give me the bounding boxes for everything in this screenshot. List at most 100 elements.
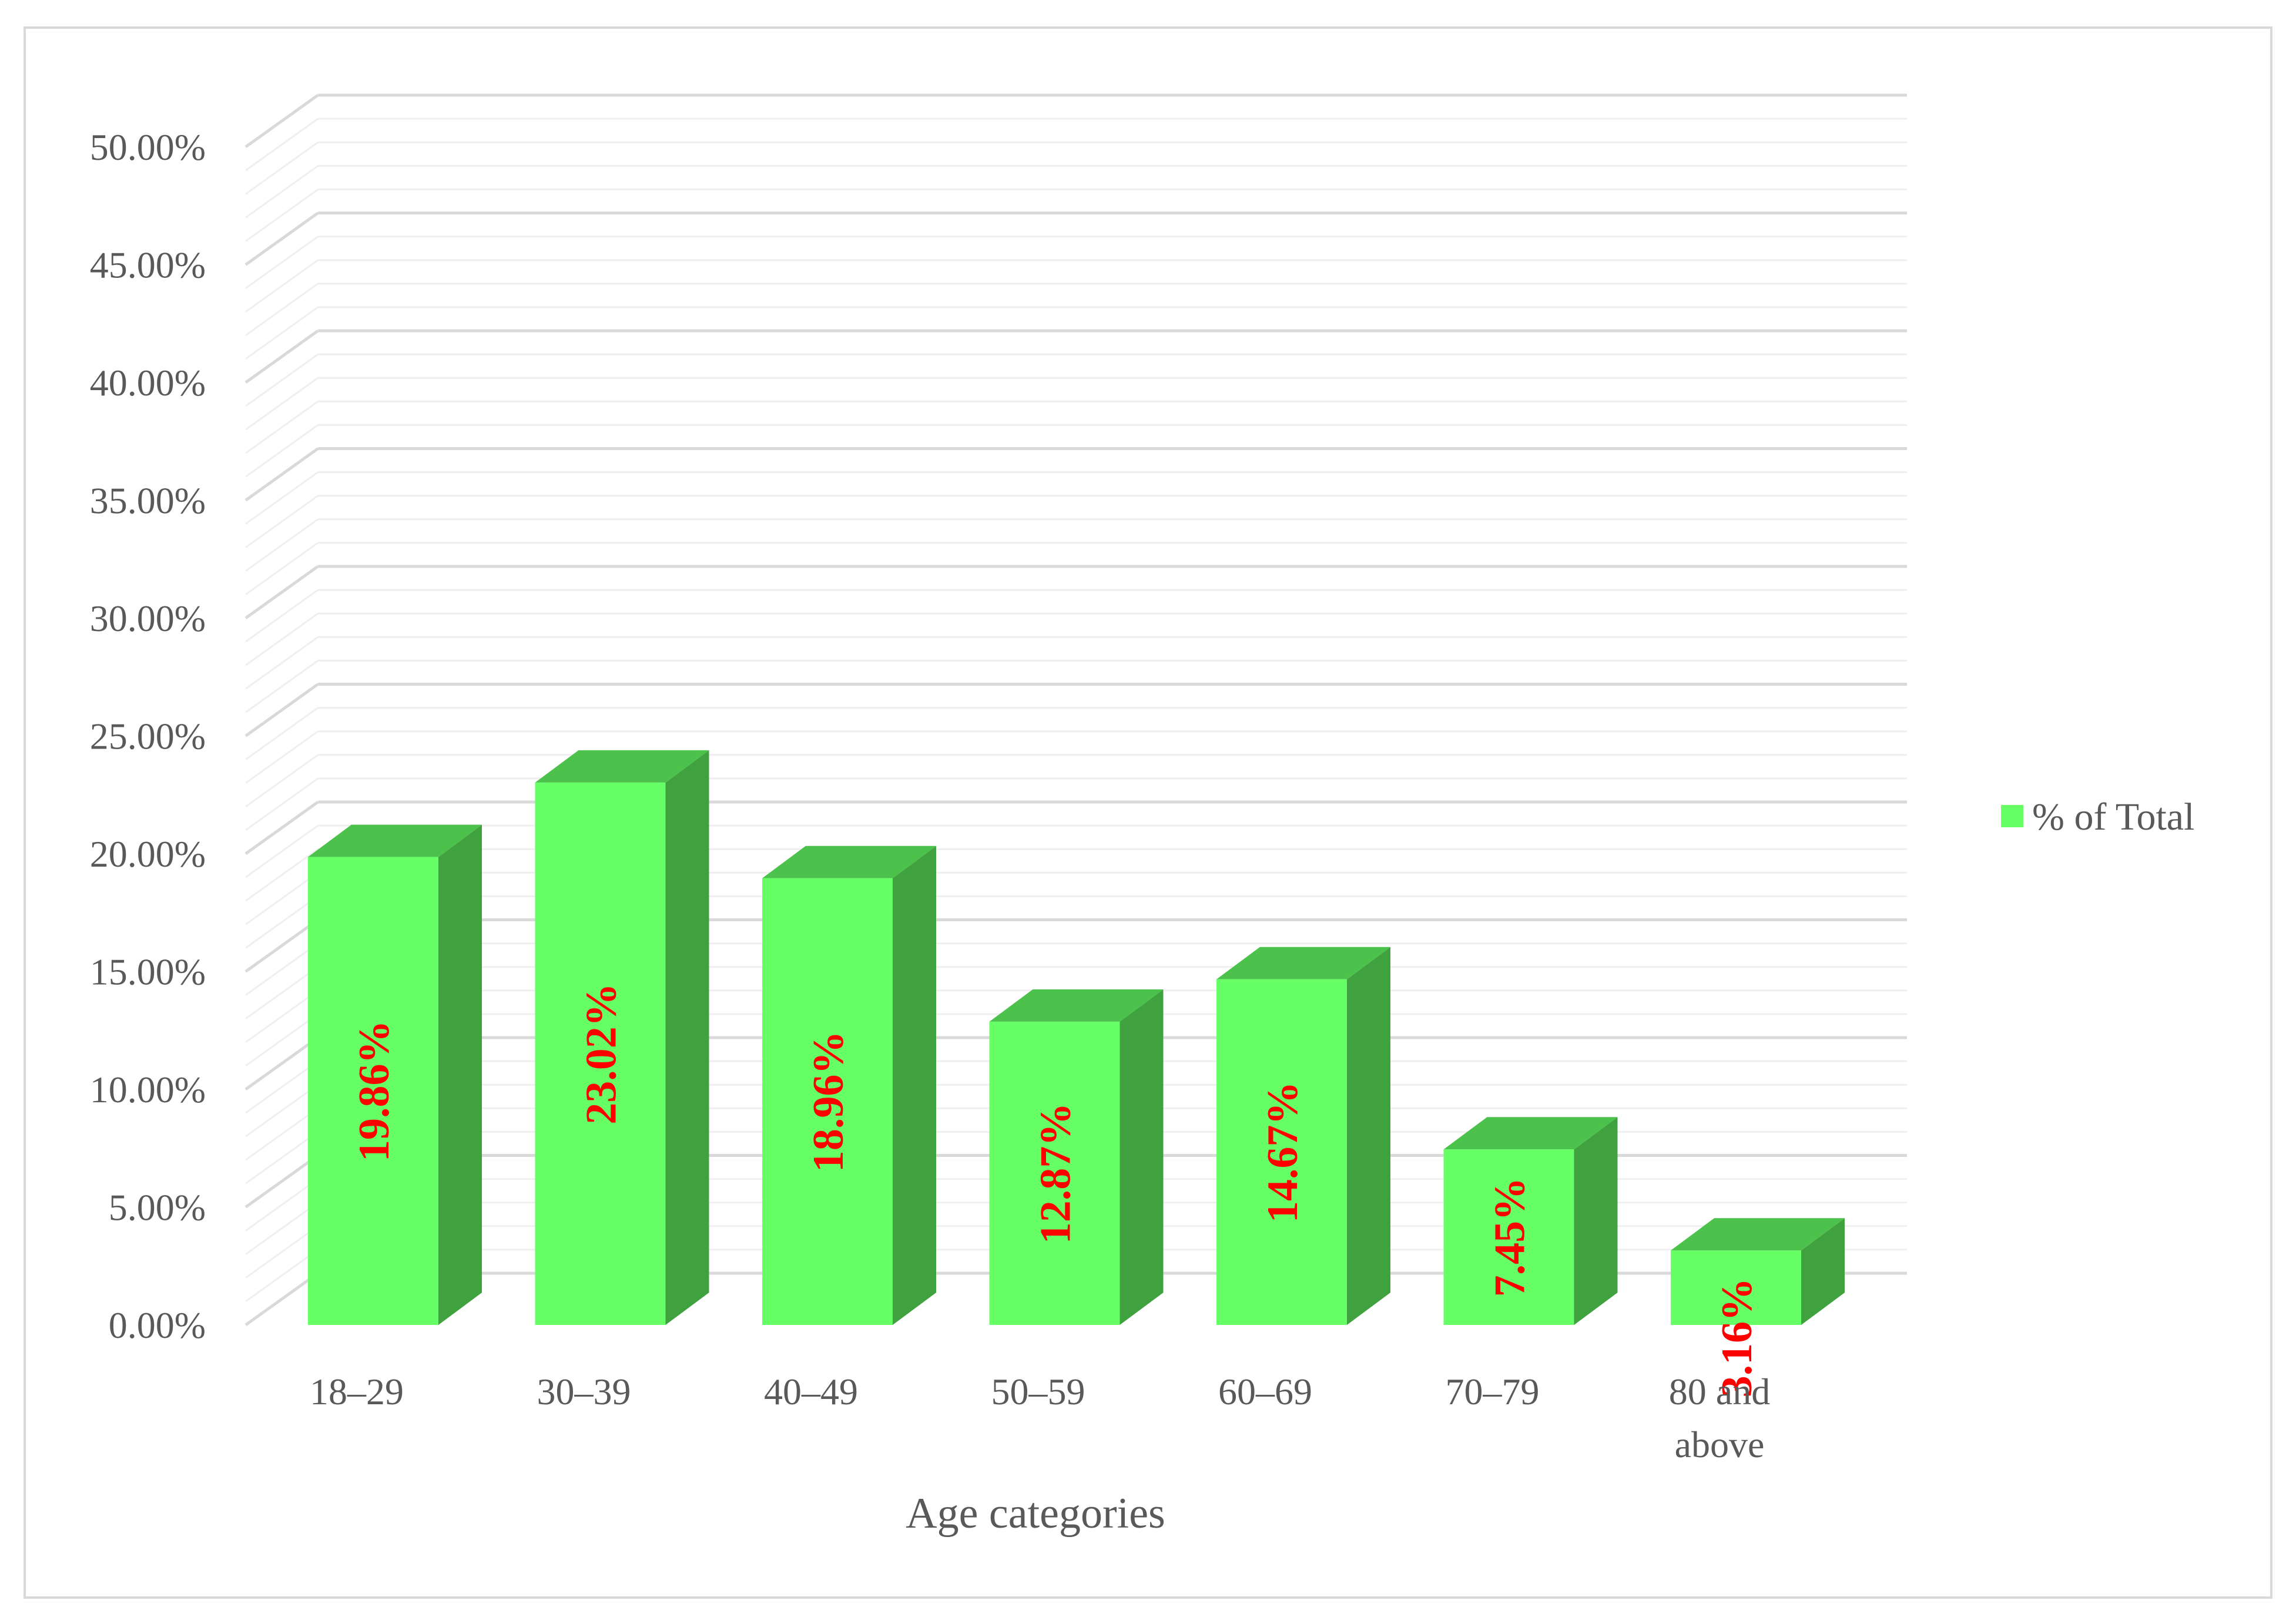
gridline-depth bbox=[245, 754, 319, 808]
gridline-depth bbox=[245, 872, 319, 925]
gridline-depth bbox=[245, 612, 319, 666]
gridline-depth bbox=[245, 165, 319, 219]
gridline-depth bbox=[245, 401, 319, 454]
y-tick-label: 0.00% bbox=[109, 1304, 206, 1346]
bar-top bbox=[1671, 1218, 1845, 1251]
gridline-depth bbox=[244, 212, 319, 266]
gridline-depth bbox=[245, 730, 319, 784]
gridline-depth bbox=[245, 660, 319, 713]
gridline-depth bbox=[245, 495, 319, 548]
gridline-depth bbox=[244, 683, 319, 737]
gridline-depth bbox=[245, 1013, 319, 1067]
legend-swatch bbox=[2001, 805, 2023, 827]
bar-side bbox=[1119, 989, 1164, 1325]
gridline-depth bbox=[245, 1249, 319, 1303]
gridline-depth bbox=[245, 424, 319, 478]
gridline-depth bbox=[245, 118, 319, 172]
bar[interactable] bbox=[1216, 979, 1347, 1325]
bar[interactable] bbox=[535, 782, 666, 1325]
gridline-depth bbox=[245, 471, 319, 525]
bar-side bbox=[893, 845, 936, 1325]
gridline-depth bbox=[244, 918, 319, 973]
bar-side bbox=[438, 824, 482, 1325]
x-tick-label: 60–69 bbox=[1218, 1371, 1312, 1412]
y-tick-label: 20.00% bbox=[90, 833, 206, 875]
bar-side bbox=[1347, 947, 1390, 1325]
gridline-depth bbox=[245, 236, 319, 289]
x-tick-label: 70–79 bbox=[1446, 1371, 1540, 1412]
data-label: 3.16% bbox=[1713, 1278, 1761, 1398]
y-tick-label: 30.00% bbox=[90, 598, 206, 639]
bar-side bbox=[665, 750, 709, 1325]
gridline-depth bbox=[245, 1225, 319, 1279]
y-tick-label: 40.00% bbox=[90, 362, 206, 404]
data-label: 12.87% bbox=[1032, 1103, 1080, 1244]
gridline-depth bbox=[245, 966, 319, 1019]
gridline-depth bbox=[245, 141, 319, 195]
gridline-depth bbox=[245, 1131, 319, 1185]
gridline-depth bbox=[245, 1083, 319, 1138]
bar-side bbox=[1574, 1117, 1618, 1325]
gridline-depth bbox=[245, 518, 319, 572]
chart-frame bbox=[24, 26, 2272, 1599]
gridline-depth bbox=[245, 848, 319, 902]
gridline-depth bbox=[244, 1154, 319, 1209]
data-label: 19.86% bbox=[350, 1021, 398, 1162]
x-tick-label: 80 and bbox=[1669, 1371, 1770, 1412]
gridline-depth bbox=[245, 1178, 319, 1232]
bar[interactable] bbox=[989, 1021, 1120, 1325]
gridline-depth bbox=[245, 189, 319, 242]
y-tick-label: 45.00% bbox=[90, 244, 206, 286]
gridline-depth bbox=[245, 824, 319, 878]
y-tick-label: 10.00% bbox=[90, 1069, 206, 1110]
x-tick-label: 40–49 bbox=[764, 1371, 858, 1412]
gridline-depth bbox=[245, 353, 319, 407]
legend-label: % of Total bbox=[2032, 796, 2194, 838]
data-labels: 19.86% 23.02% 18.96% 12.87% 14.67% 7.45% 3.16% bbox=[350, 983, 1761, 1397]
gridline-depth bbox=[245, 777, 319, 831]
gridline-depth bbox=[244, 800, 319, 855]
bar[interactable] bbox=[1671, 1250, 1801, 1325]
data-label: 7.45% bbox=[1486, 1177, 1534, 1297]
bar-top bbox=[1443, 1117, 1618, 1150]
gridline-depth bbox=[245, 589, 319, 643]
gridline-depth bbox=[245, 707, 319, 760]
bar-top bbox=[308, 824, 482, 857]
bar-top bbox=[762, 845, 936, 878]
gridline-depth bbox=[245, 306, 319, 360]
bar[interactable] bbox=[1443, 1149, 1574, 1325]
x-tick-label: 50–59 bbox=[991, 1371, 1085, 1412]
x-tick-label: above bbox=[1675, 1424, 1765, 1465]
legend[interactable]: % of Total bbox=[2001, 796, 2194, 838]
bar[interactable] bbox=[308, 857, 438, 1325]
y-axis-ticks: 0.00% 5.00% 10.00% 15.00% 20.00% 25.00% 30.00%… bbox=[90, 126, 206, 1346]
y-tick-label: 35.00% bbox=[90, 480, 206, 522]
gridline-depth bbox=[245, 377, 319, 431]
gridline-depth bbox=[245, 636, 319, 690]
y-tick-label: 50.00% bbox=[90, 126, 206, 168]
x-tick-label: 18–29 bbox=[310, 1371, 404, 1412]
bar[interactable] bbox=[762, 878, 893, 1325]
gridline-depth bbox=[245, 1108, 319, 1161]
gridline-depth bbox=[245, 542, 319, 596]
x-tick-label: 30–39 bbox=[537, 1371, 631, 1412]
gridline-depth bbox=[244, 565, 319, 620]
gridline-depth bbox=[245, 1060, 319, 1114]
gridline-depth bbox=[245, 259, 319, 313]
bar-side bbox=[1801, 1218, 1845, 1325]
gridline-depth bbox=[245, 942, 319, 996]
gridline-depth bbox=[244, 1271, 319, 1327]
gridline-depth bbox=[245, 1202, 319, 1255]
bar-top bbox=[1216, 947, 1390, 979]
gridline-depth bbox=[244, 1036, 319, 1091]
gridline-depth bbox=[245, 895, 319, 949]
gridline-depth bbox=[245, 283, 319, 337]
bars bbox=[308, 750, 1845, 1325]
bar-top bbox=[535, 750, 709, 783]
gridline-depth bbox=[244, 329, 319, 384]
data-label: 14.67% bbox=[1259, 1082, 1307, 1223]
gridline-depth bbox=[244, 93, 319, 149]
y-tick-label: 15.00% bbox=[90, 951, 206, 993]
bar-top bbox=[989, 989, 1164, 1022]
